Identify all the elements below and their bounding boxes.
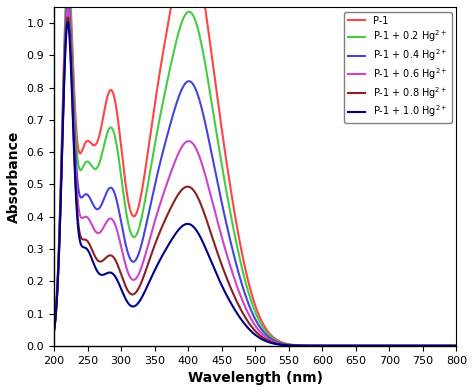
P-1 [454,343,459,348]
P-1 + 0.6 Hg$^{2+}$ [65,7,71,11]
Line: P-1: P-1 [54,0,456,346]
P-1 + 0.2 Hg$^{2+}$ [51,328,57,332]
P-1 [368,343,374,348]
P-1 + 0.6 Hg$^{2+}$ [442,343,447,348]
P-1 + 1.0 Hg$^{2+}$ [65,20,71,25]
P-1 [72,95,77,100]
P-1 + 0.8 Hg$^{2+}$ [51,329,57,334]
Line: P-1 + 0.6 Hg$^{2+}$: P-1 + 0.6 Hg$^{2+}$ [54,9,456,346]
Legend: P-1, P-1 + 0.2 Hg$^{2+}$, P-1 + 0.4 Hg$^{2+}$, P-1 + 0.6 Hg$^{2+}$, P-1 + 0.8 Hg: P-1, P-1 + 0.2 Hg$^{2+}$, P-1 + 0.4 Hg$^… [344,12,452,123]
X-axis label: Wavelength (nm): Wavelength (nm) [188,371,323,385]
P-1 + 0.2 Hg$^{2+}$ [247,295,253,299]
P-1 + 0.8 Hg$^{2+}$ [368,343,374,348]
P-1 + 0.8 Hg$^{2+}$ [442,343,447,348]
P-1 + 1.0 Hg$^{2+}$ [442,343,447,348]
P-1 [51,327,57,332]
P-1 + 0.2 Hg$^{2+}$ [72,113,78,117]
P-1 + 1.0 Hg$^{2+}$ [237,314,242,319]
Line: P-1 + 0.2 Hg$^{2+}$: P-1 + 0.2 Hg$^{2+}$ [54,0,456,346]
P-1 + 1.0 Hg$^{2+}$ [368,343,374,348]
P-1 + 0.4 Hg$^{2+}$ [454,343,459,348]
P-1 [237,237,242,241]
P-1 + 0.8 Hg$^{2+}$ [454,343,459,348]
Y-axis label: Absorbance: Absorbance [7,130,21,223]
Line: P-1 + 0.8 Hg$^{2+}$: P-1 + 0.8 Hg$^{2+}$ [54,17,456,346]
P-1 + 1.0 Hg$^{2+}$ [454,343,459,348]
P-1 + 1.0 Hg$^{2+}$ [51,329,57,334]
P-1 + 0.4 Hg$^{2+}$ [442,343,448,348]
P-1 + 0.2 Hg$^{2+}$ [454,343,459,348]
P-1 + 1.0 Hg$^{2+}$ [442,343,448,348]
P-1 + 0.6 Hg$^{2+}$ [72,147,78,151]
P-1 + 0.4 Hg$^{2+}$ [72,132,78,137]
P-1 + 0.6 Hg$^{2+}$ [237,290,242,295]
P-1 + 0.8 Hg$^{2+}$ [237,304,242,309]
P-1 + 0.6 Hg$^{2+}$ [454,343,459,348]
P-1 + 0.6 Hg$^{2+}$ [368,343,374,348]
P-1 + 0.4 Hg$^{2+}$ [368,343,374,348]
P-1 + 0.8 Hg$^{2+}$ [247,322,253,327]
P-1 + 1.0 Hg$^{2+}$ [72,166,78,171]
P-1 [442,343,447,348]
P-1 + 0.6 Hg$^{2+}$ [51,328,57,333]
P-1 + 0.6 Hg$^{2+}$ [247,314,253,319]
Line: P-1 + 1.0 Hg$^{2+}$: P-1 + 1.0 Hg$^{2+}$ [54,22,456,346]
P-1 + 0.8 Hg$^{2+}$ [442,343,448,348]
P-1 [442,343,448,348]
P-1 + 0.8 Hg$^{2+}$ [72,161,78,165]
P-1 + 0.8 Hg$^{2+}$ [65,15,71,20]
P-1 + 0.4 Hg$^{2+}$ [237,273,242,278]
P-1 + 0.4 Hg$^{2+}$ [247,305,253,310]
P-1 + 0.2 Hg$^{2+}$ [237,254,242,259]
P-1 + 1.0 Hg$^{2+}$ [247,328,253,332]
Line: P-1 + 0.4 Hg$^{2+}$: P-1 + 0.4 Hg$^{2+}$ [54,0,456,346]
P-1 + 0.6 Hg$^{2+}$ [442,343,448,348]
P-1 [247,285,253,290]
P-1 + 0.4 Hg$^{2+}$ [65,0,71,3]
P-1 + 0.4 Hg$^{2+}$ [442,343,447,348]
P-1 + 0.2 Hg$^{2+}$ [442,343,447,348]
P-1 + 0.2 Hg$^{2+}$ [442,343,448,348]
P-1 + 0.2 Hg$^{2+}$ [368,343,374,348]
P-1 + 0.4 Hg$^{2+}$ [51,328,57,333]
